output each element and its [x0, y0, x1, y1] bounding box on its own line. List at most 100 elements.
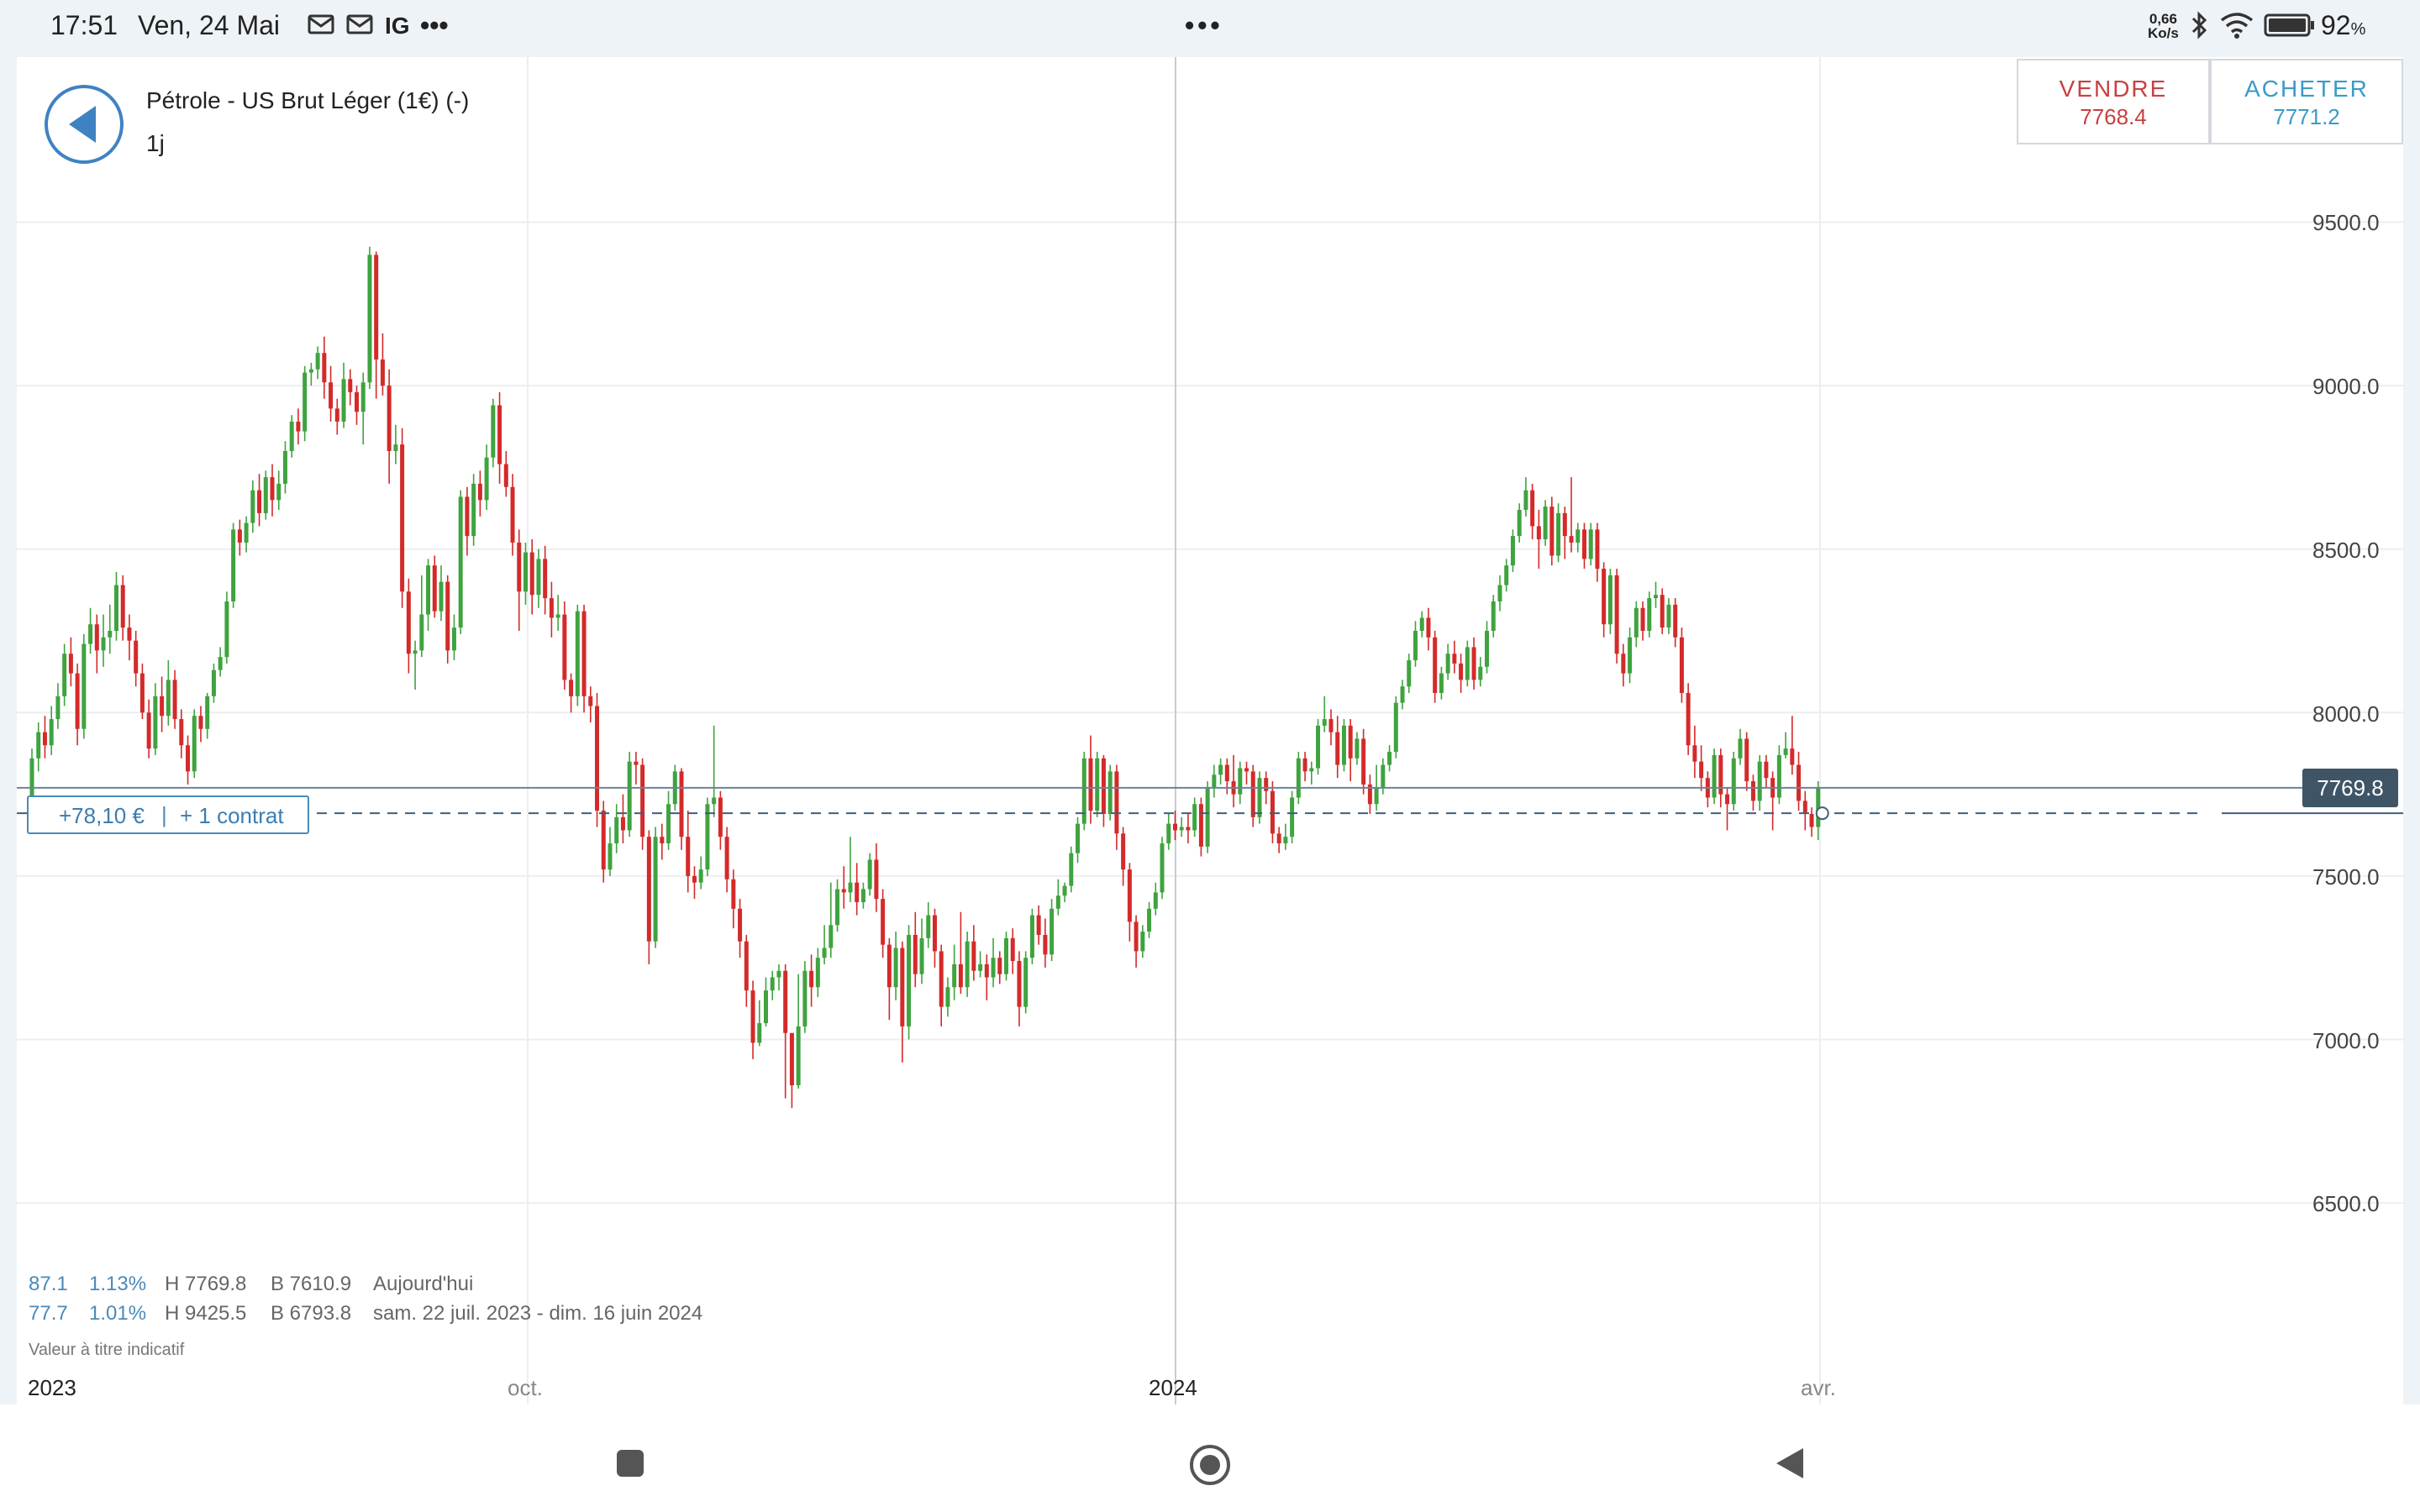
- candle-body: [1101, 758, 1106, 814]
- candle-body: [829, 925, 834, 948]
- candle: [731, 869, 736, 929]
- candle-body: [348, 379, 353, 392]
- candle: [660, 823, 665, 860]
- candle-body: [1536, 526, 1541, 540]
- candle: [608, 827, 613, 876]
- candle: [932, 908, 937, 968]
- candle-body: [770, 977, 775, 991]
- candle: [1523, 477, 1528, 517]
- candle-body: [1004, 937, 1008, 974]
- back-button[interactable]: [44, 84, 124, 165]
- candle-body: [1530, 490, 1535, 527]
- timeframe-label[interactable]: 1j: [146, 130, 165, 156]
- candle: [1581, 522, 1586, 570]
- candle-body: [698, 869, 703, 883]
- stat-change-range: 77.7: [29, 1302, 68, 1325]
- candle: [1666, 598, 1671, 634]
- candle-body: [315, 353, 320, 370]
- candle: [289, 415, 294, 458]
- chart-panel[interactable]: [17, 57, 2403, 1404]
- candle-body: [588, 696, 593, 706]
- candle: [1043, 918, 1048, 968]
- candle-body: [1250, 771, 1255, 817]
- candle-body: [322, 353, 327, 383]
- candle: [848, 837, 853, 903]
- recents-button[interactable]: [613, 1446, 647, 1480]
- candle-body: [1718, 754, 1723, 795]
- candle-body: [231, 529, 236, 601]
- candle: [614, 804, 619, 853]
- candle-body: [543, 559, 548, 599]
- candle: [627, 752, 632, 837]
- candle-body: [1679, 637, 1684, 693]
- candle-body: [88, 624, 93, 644]
- candle: [588, 686, 593, 722]
- candle-body: [686, 837, 691, 876]
- candle: [750, 980, 755, 1059]
- stat-pct-today: 1.13%: [89, 1273, 147, 1295]
- candle-body: [595, 706, 600, 811]
- candle-body: [952, 963, 957, 988]
- candle: [712, 725, 717, 817]
- candle: [1764, 754, 1769, 788]
- candle: [127, 614, 132, 661]
- candle: [82, 633, 87, 739]
- candle-body: [94, 624, 99, 651]
- candle-body: [75, 673, 80, 729]
- candle-body: [1465, 647, 1470, 680]
- candle: [1407, 654, 1412, 693]
- candle-body: [679, 771, 684, 837]
- candle: [108, 604, 113, 654]
- candle: [1348, 719, 1353, 782]
- candle: [601, 801, 606, 883]
- candle: [1055, 879, 1060, 916]
- candle: [1491, 595, 1496, 638]
- home-button[interactable]: [1188, 1443, 1232, 1487]
- candle: [958, 911, 963, 995]
- back-nav-button[interactable]: [1771, 1445, 1808, 1482]
- candle: [634, 752, 639, 785]
- candle: [1081, 752, 1086, 831]
- candle: [192, 709, 197, 779]
- candle: [237, 519, 242, 556]
- candle: [1602, 562, 1607, 638]
- candle-body: [1322, 719, 1327, 726]
- candle-body: [860, 889, 865, 903]
- position-pnl: +78,10 €: [59, 803, 145, 828]
- candle-body: [991, 958, 996, 978]
- sell-price: 7768.4: [2080, 104, 2147, 129]
- price-chart[interactable]: [17, 57, 2403, 1404]
- candle-body: [581, 611, 587, 696]
- candle: [802, 961, 808, 1033]
- disclaimer: Valeur à titre indicatif: [29, 1341, 185, 1359]
- candle: [1497, 575, 1502, 612]
- candle: [1355, 732, 1360, 765]
- candle: [1776, 745, 1781, 805]
- position-badge[interactable]: +78,10 € | + 1 contrat: [27, 795, 309, 834]
- candle-body: [608, 843, 613, 870]
- candle-body: [1576, 529, 1581, 543]
- candle-body: [1750, 781, 1755, 801]
- candle-body: [926, 915, 931, 938]
- stat-low-today: B 7610.9: [271, 1273, 352, 1295]
- candle-body: [1802, 801, 1807, 814]
- more-notif-icon: •••: [420, 10, 449, 40]
- candle-body: [1186, 827, 1191, 831]
- candle-body: [634, 761, 639, 765]
- candle: [1433, 631, 1438, 703]
- stat-change-today: 87.1: [29, 1273, 68, 1295]
- candle-body: [205, 696, 210, 729]
- sell-label: VENDRE: [2059, 76, 2168, 102]
- candle-body: [374, 255, 379, 360]
- multitask-dots-icon[interactable]: •••: [1185, 10, 1223, 40]
- candle: [919, 918, 924, 984]
- candle-body: [1692, 745, 1697, 762]
- buy-button[interactable]: ACHETER 7771.2: [2210, 59, 2403, 144]
- sell-button[interactable]: VENDRE 7768.4: [2017, 59, 2210, 144]
- candle-body: [1407, 660, 1412, 687]
- candle-body: [855, 882, 860, 903]
- candle-body: [1491, 601, 1496, 631]
- candle-body: [822, 948, 827, 958]
- candle-body: [1283, 837, 1288, 843]
- candle-body: [160, 696, 165, 717]
